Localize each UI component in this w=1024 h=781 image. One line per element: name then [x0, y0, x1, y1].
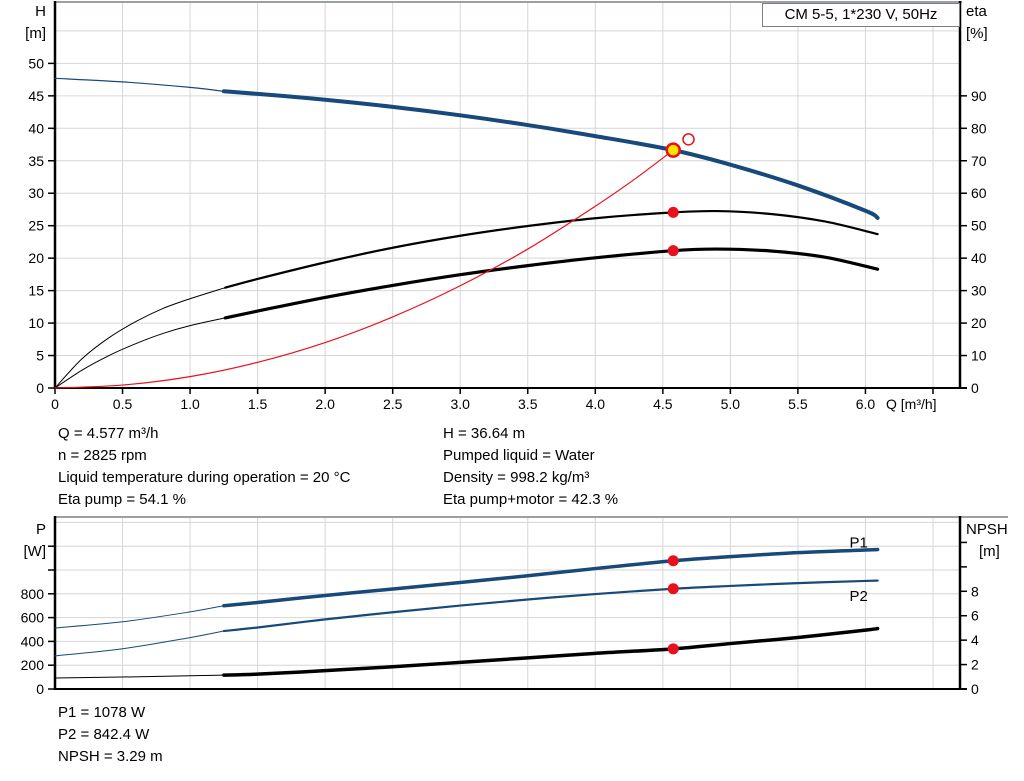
- info-p2: P2 = 842.4 W: [58, 726, 150, 743]
- x-tick-label: 4.5: [653, 396, 673, 412]
- x-axis-label: Q [m³/h]: [886, 396, 937, 412]
- eta-pump-motor-curve: [223, 247, 880, 320]
- right-tick-label: 90: [971, 88, 987, 104]
- system-curve: [54, 149, 674, 389]
- left-tick-label: 15: [28, 283, 44, 299]
- right-tick-label: 30: [971, 283, 987, 299]
- head-curve: [221, 89, 880, 220]
- left-tick-label: 400: [21, 633, 45, 649]
- left-tick-label: 20: [28, 250, 44, 266]
- left-tick-label: 35: [28, 153, 44, 169]
- p2-curve: [222, 579, 879, 633]
- right-tick-label: 60: [971, 185, 987, 201]
- right-tick-label: 40: [971, 250, 987, 266]
- pump-title-box: CM 5-5, 1*230 V, 50Hz: [762, 3, 960, 27]
- right-tick-label: 0: [971, 681, 979, 697]
- right-tick-label: 0: [971, 380, 979, 396]
- x-tick-label: 3.0: [450, 396, 470, 412]
- p1-curve: [222, 547, 880, 608]
- right-axis-title: eta: [966, 3, 988, 20]
- x-tick-label: 2.0: [315, 396, 335, 412]
- npsh-point: [667, 643, 679, 655]
- right-axis-title: [%]: [966, 25, 988, 42]
- npsh-curve-thin: [54, 674, 225, 679]
- info-eta-pump-motor: Eta pump+motor = 42.3 %: [443, 491, 619, 508]
- head-curve-thin: [54, 77, 225, 92]
- info-pumped-liquid: Pumped liquid = Water: [443, 447, 595, 464]
- info-flow: Q = 4.577 m³/h: [58, 425, 159, 442]
- right-tick-label: 50: [971, 218, 987, 234]
- left-tick-label: 0: [36, 681, 44, 697]
- x-tick-label: 5.0: [721, 396, 741, 412]
- right-tick-label: 6: [971, 608, 979, 624]
- info-head: H = 36.64 m: [443, 425, 526, 442]
- eta-pump-curve: [224, 209, 879, 289]
- right-tick-label: 8: [971, 583, 979, 599]
- npsh-curve: [222, 626, 880, 677]
- left-tick-label: 40: [28, 120, 44, 136]
- left-axis-title: H: [35, 3, 46, 20]
- info-density: Density = 998.2 kg/m³: [443, 469, 590, 486]
- x-tick-label: 1.0: [180, 396, 200, 412]
- right-axis-title: [m]: [979, 543, 1000, 560]
- target-duty-point: [682, 133, 695, 146]
- p2-curve-thin: [54, 630, 225, 657]
- duty-info-left-column: Q = 4.577 m³/h n = 2825 rpm Liquid tempe…: [58, 423, 350, 511]
- right-tick-label: 10: [971, 348, 987, 364]
- power-info-column: P1 = 1078 W P2 = 842.4 W NPSH = 3.29 m: [58, 702, 163, 768]
- right-tick-label: 2: [971, 657, 979, 673]
- p1-curve-thin: [54, 605, 225, 629]
- eta-pump-motor-curve-thin: [54, 317, 226, 389]
- x-tick-label: 3.5: [518, 396, 538, 412]
- left-tick-label: 200: [21, 657, 45, 673]
- left-tick-label: 0: [36, 380, 44, 396]
- info-liquid-temperature: Liquid temperature during operation = 20…: [58, 469, 351, 486]
- info-speed: n = 2825 rpm: [58, 447, 147, 464]
- right-axis-title: NPSH: [966, 521, 1008, 538]
- p1-point: [667, 555, 679, 567]
- left-axis-title: [W]: [24, 543, 47, 560]
- info-npsh: NPSH = 3.29 m: [58, 748, 163, 765]
- left-tick-label: 30: [28, 185, 44, 201]
- p2-point: [667, 583, 679, 595]
- left-axis-title: [m]: [25, 25, 46, 42]
- right-tick-label: 70: [971, 153, 987, 169]
- series-label-p1: P1: [850, 534, 868, 551]
- left-tick-label: 25: [28, 218, 44, 234]
- duty-info-right-column: H = 36.64 m Pumped liquid = Water Densit…: [443, 423, 618, 511]
- info-eta-pump: Eta pump = 54.1 %: [58, 491, 186, 508]
- x-tick-label: 0.5: [113, 396, 133, 412]
- left-tick-label: 5: [36, 348, 44, 364]
- x-tick-label: 5.5: [788, 396, 808, 412]
- left-tick-label: 50: [28, 55, 44, 71]
- left-tick-label: 800: [21, 586, 45, 602]
- left-tick-label: 10: [28, 315, 44, 331]
- x-tick-label: 0: [51, 396, 59, 412]
- performance-chart: 0 0.5 1.0 1.5 2.0 2.5 3.0 3.5 4.0 4.5 5.0 5.5 6.0 Q […: [25, 1, 988, 412]
- right-tick-label: 20: [971, 315, 987, 331]
- info-p1: P1 = 1078 W: [58, 704, 146, 721]
- x-tick-label: 4.0: [586, 396, 606, 412]
- right-tick-label: 80: [971, 120, 987, 136]
- left-axis-title: P: [36, 521, 46, 538]
- eta-pump-motor-point: [667, 245, 679, 257]
- x-tick-label: 6.0: [856, 396, 876, 412]
- duty-point: [665, 142, 681, 158]
- left-tick-label: 45: [28, 88, 44, 104]
- x-tick-label: 1.5: [248, 396, 268, 412]
- eta-pump-point: [667, 206, 679, 218]
- x-tick-label: 2.5: [383, 396, 403, 412]
- right-tick-label: 4: [971, 632, 979, 648]
- left-tick-label: 600: [21, 610, 45, 626]
- series-label-p2: P2: [850, 588, 868, 605]
- power-chart: 0 200 400 600 800 0 2 4 6 8 P [W] NPSH [m] P1 P2: [21, 516, 1008, 697]
- eta-pump-curve-thin: [54, 287, 226, 389]
